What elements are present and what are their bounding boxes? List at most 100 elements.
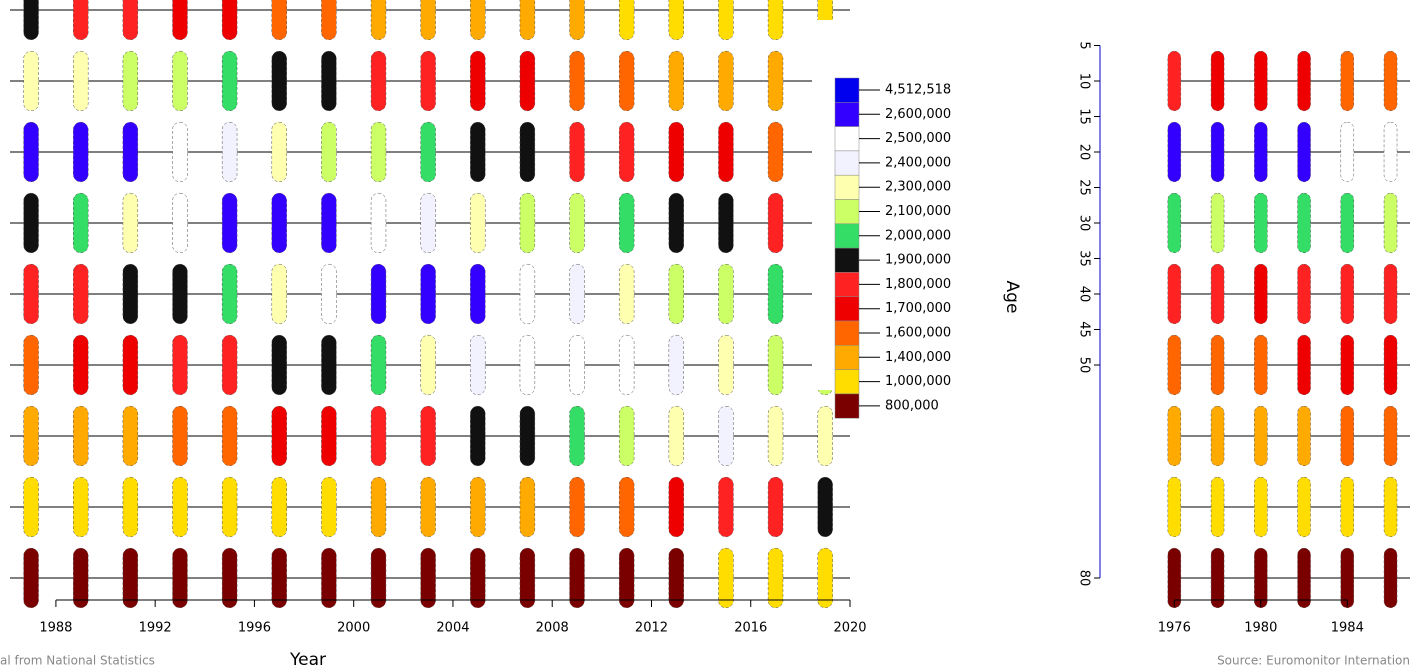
cell-dots	[123, 477, 138, 537]
x-axis-label: Year	[289, 650, 326, 669]
cell-dots	[371, 406, 386, 466]
cell-dots	[73, 122, 88, 182]
cell-dots	[1254, 193, 1267, 253]
cell-dots	[570, 335, 585, 395]
cell-dots	[1341, 548, 1354, 608]
cell-dots	[1254, 51, 1267, 111]
cell-dots	[123, 122, 138, 182]
cell-dots	[123, 51, 138, 111]
cell-dots	[73, 193, 88, 253]
legend-swatch	[835, 78, 859, 102]
cell-dots	[718, 264, 733, 324]
y-tick-label: 80	[1077, 570, 1092, 587]
cell-dots	[470, 335, 485, 395]
cell-dots	[1211, 406, 1224, 466]
cell-dots	[768, 477, 783, 537]
cell-dots	[24, 406, 39, 466]
legend-label: 4,512,518	[885, 83, 951, 98]
x-tick-label: 2016	[734, 621, 767, 636]
cell-dots	[520, 264, 535, 324]
cell-dots	[1384, 477, 1397, 537]
cell-dots	[619, 264, 634, 324]
cell-dots	[768, 193, 783, 253]
legend-swatch	[835, 102, 859, 126]
legend-swatch	[835, 272, 859, 296]
cell-dots	[1168, 193, 1181, 253]
cell-dots	[619, 335, 634, 395]
cell-dots	[1298, 406, 1311, 466]
cell-dots	[1298, 122, 1311, 182]
y-tick-label: 5	[1077, 41, 1092, 49]
cell-dots	[1341, 477, 1354, 537]
cell-dots	[520, 335, 535, 395]
cell-dots	[222, 548, 237, 608]
x-tick-label: 1984	[1331, 621, 1364, 636]
cell-dots	[173, 335, 188, 395]
cell-dots	[1341, 264, 1354, 324]
cell-dots	[470, 193, 485, 253]
cell-dots	[520, 477, 535, 537]
legend-label: 1,600,000	[885, 326, 951, 341]
y-tick-label: 40	[1077, 286, 1092, 303]
x-tick-label: 1988	[39, 621, 72, 636]
cell-dots	[73, 51, 88, 111]
cell-dots	[470, 477, 485, 537]
x-tick-label: 2012	[635, 621, 668, 636]
cell-dots	[24, 264, 39, 324]
cell-dots	[24, 122, 39, 182]
cell-dots	[470, 406, 485, 466]
cell-dots	[321, 0, 336, 40]
cell-dots	[222, 193, 237, 253]
cell-dots	[371, 264, 386, 324]
cell-dots	[818, 548, 833, 608]
cell-dots	[123, 335, 138, 395]
cell-dots	[1298, 335, 1311, 395]
cell-dots	[123, 548, 138, 608]
cell-dots	[470, 0, 485, 40]
cell-dots	[768, 0, 783, 40]
cell-dots	[321, 548, 336, 608]
legend-swatch	[835, 151, 859, 175]
cell-dots	[619, 122, 634, 182]
cell-dots	[222, 51, 237, 111]
legend-swatch	[835, 200, 859, 224]
cell-dots	[321, 264, 336, 324]
legend-label: 2,000,000	[885, 228, 951, 243]
cell-dots	[272, 264, 287, 324]
cell-dots	[371, 548, 386, 608]
cell-dots	[718, 51, 733, 111]
cell-dots	[619, 0, 634, 40]
legend-label: 1,900,000	[885, 253, 951, 268]
cell-dots	[520, 122, 535, 182]
legend-swatch	[835, 297, 859, 321]
cell-dots	[570, 51, 585, 111]
cell-dots	[1384, 122, 1397, 182]
cell-dots	[272, 406, 287, 466]
legend-swatch	[835, 248, 859, 272]
legend-label: 2,400,000	[885, 155, 951, 170]
cell-dots	[669, 193, 684, 253]
legend-label: 2,600,000	[885, 107, 951, 122]
cell-dots	[768, 122, 783, 182]
cell-dots	[173, 193, 188, 253]
cell-dots	[1298, 193, 1311, 253]
y-tick-label: 10	[1077, 73, 1092, 90]
cell-dots	[1341, 51, 1354, 111]
cell-dots	[1298, 548, 1311, 608]
cell-dots	[470, 51, 485, 111]
cell-dots	[272, 193, 287, 253]
legend-label: 2,100,000	[885, 204, 951, 219]
cell-dots	[222, 406, 237, 466]
cell-dots	[619, 51, 634, 111]
cell-dots	[222, 335, 237, 395]
cell-dots	[818, 477, 833, 537]
cell-dots	[1211, 548, 1224, 608]
cell-dots	[421, 335, 436, 395]
legend-label: 1,000,000	[885, 374, 951, 389]
cell-dots	[570, 406, 585, 466]
x-tick-label: 1980	[1244, 621, 1277, 636]
x-tick-label: 2004	[436, 621, 469, 636]
cell-dots	[1168, 335, 1181, 395]
cell-dots	[570, 122, 585, 182]
cell-dots	[123, 264, 138, 324]
